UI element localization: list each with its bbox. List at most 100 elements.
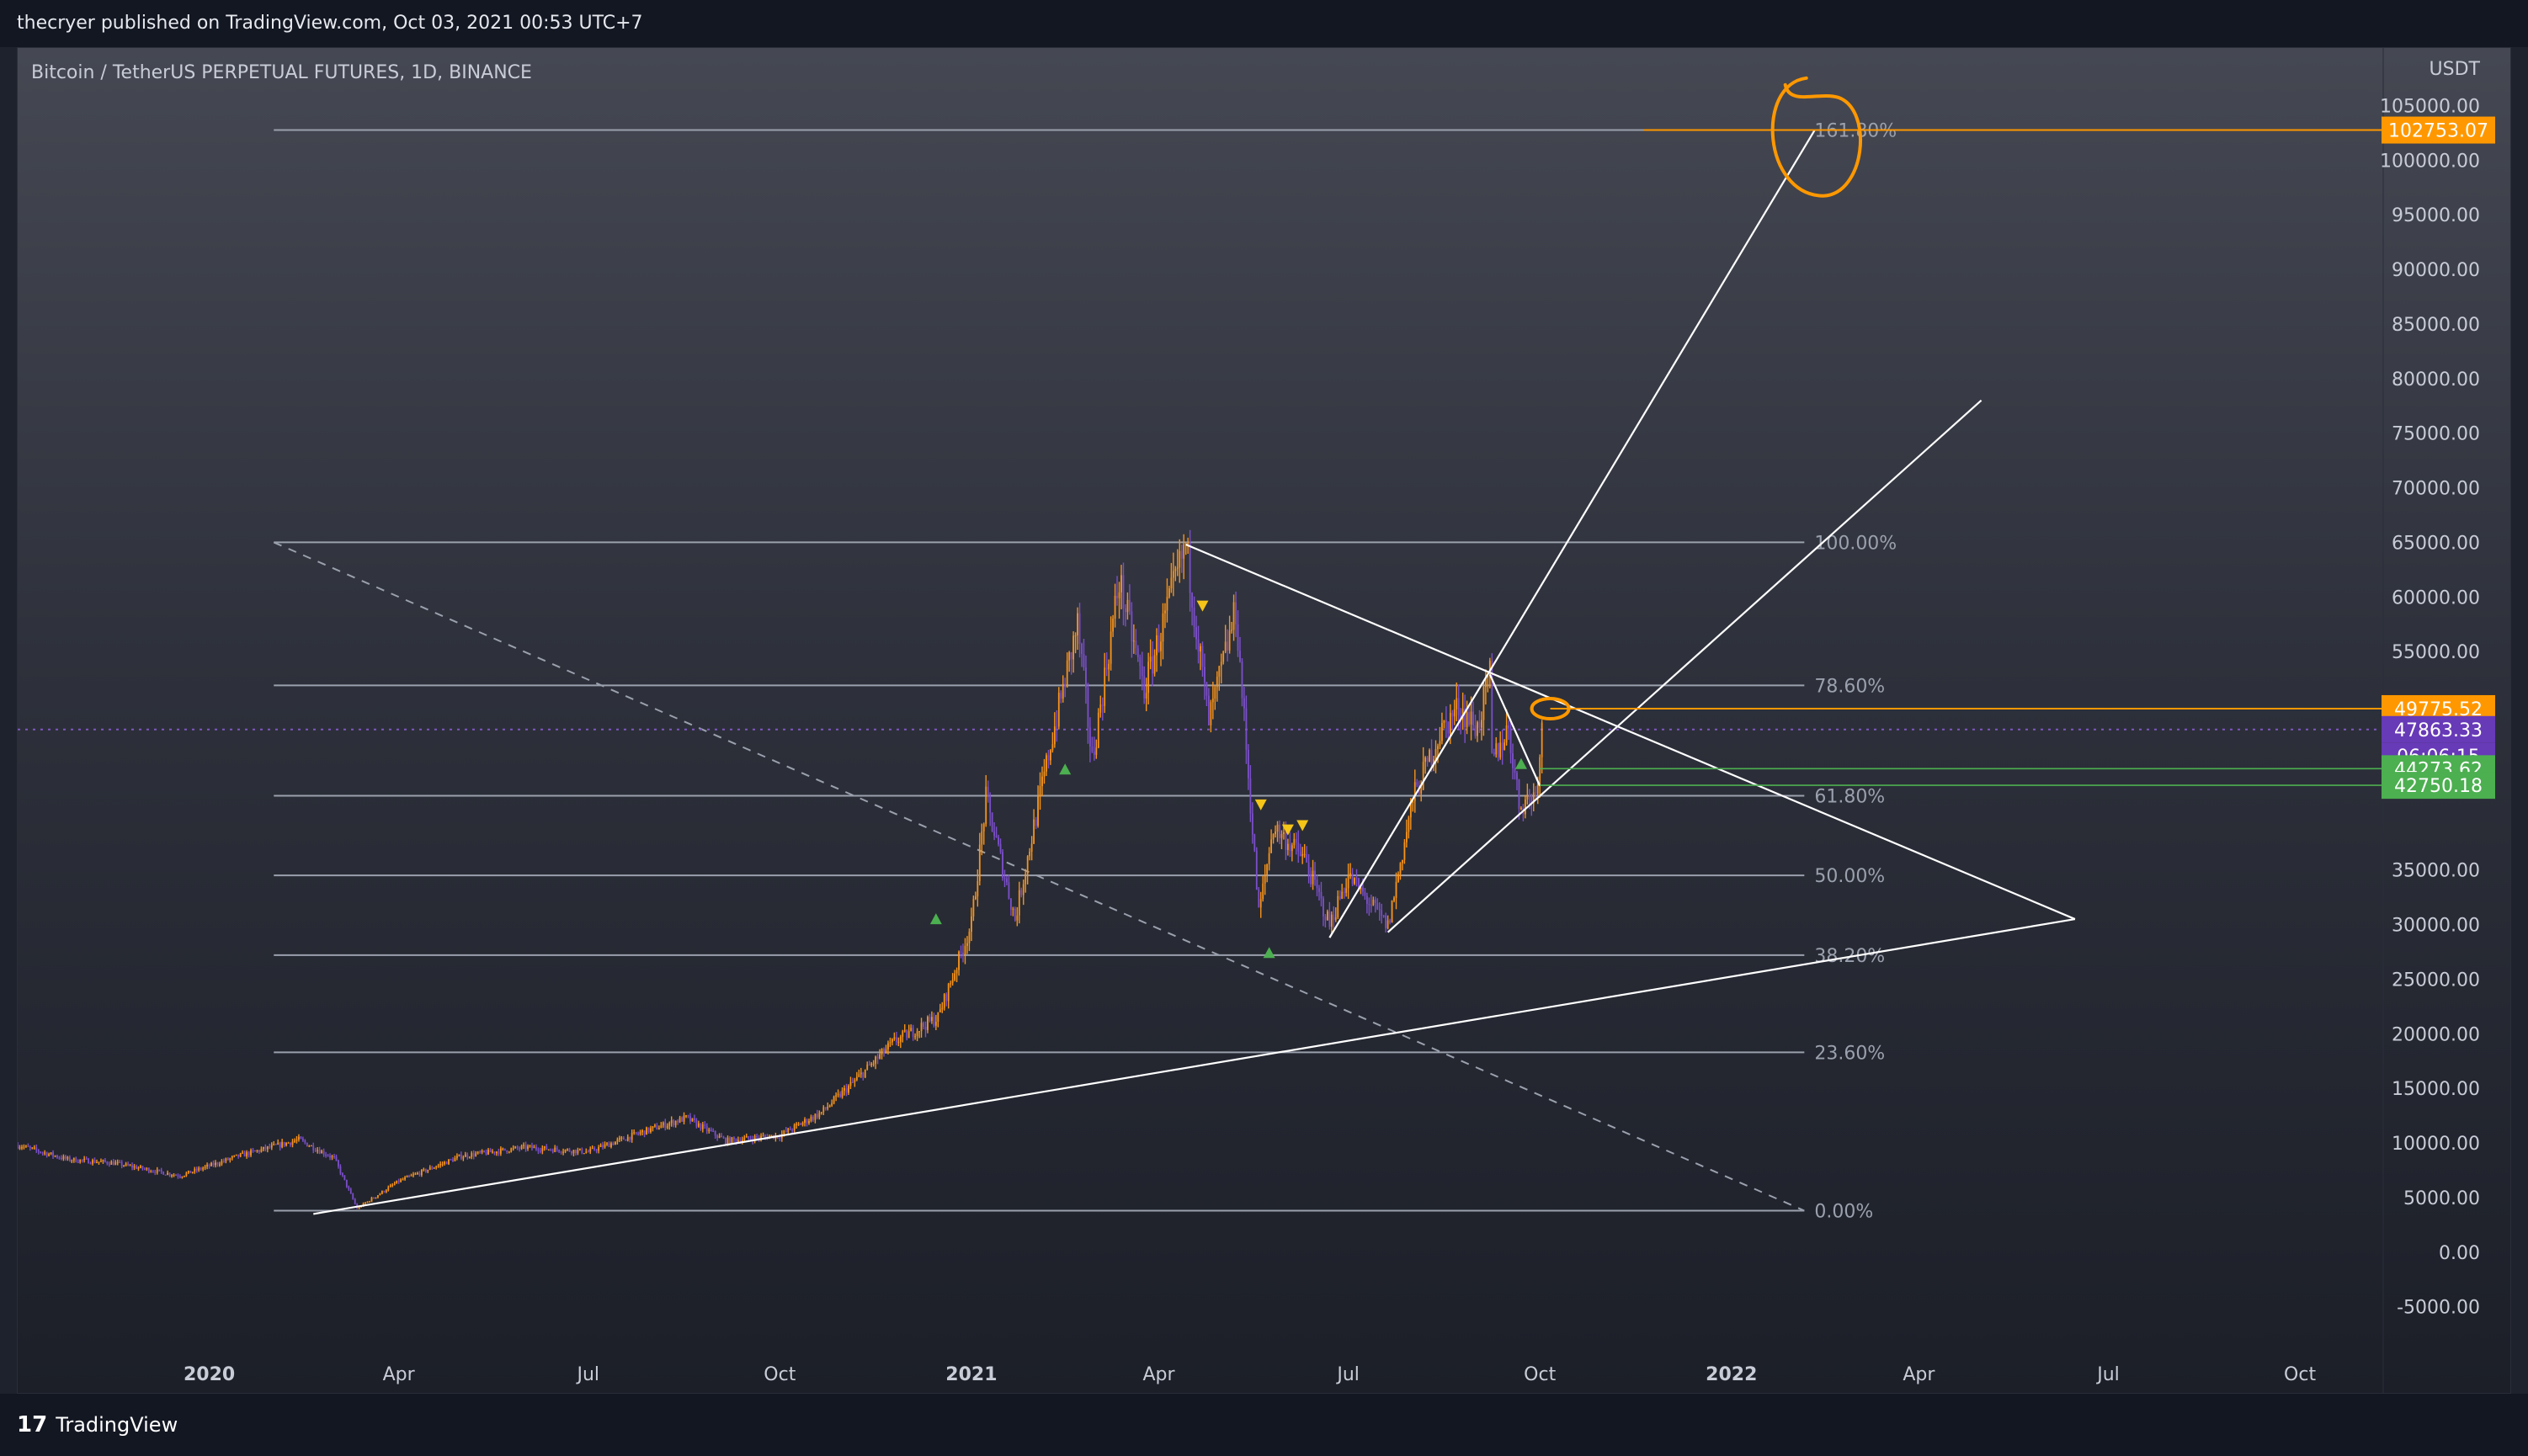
candle-body	[618, 1138, 620, 1140]
candle-body	[1072, 635, 1075, 660]
candle-body	[791, 1129, 794, 1132]
candle-body	[314, 1150, 317, 1151]
candle-body	[1057, 693, 1060, 727]
candle-body	[608, 1143, 610, 1147]
candle-body	[733, 1137, 735, 1140]
candle-body	[1014, 908, 1016, 921]
x-tick-label: Oct	[764, 1364, 796, 1385]
candle-body	[274, 1144, 277, 1145]
candle-body	[352, 1193, 354, 1199]
footer-bar: 17 TradingView	[0, 1394, 2528, 1456]
signal-up-4	[1263, 947, 1275, 959]
candle-body	[514, 1146, 517, 1148]
candle-body	[136, 1166, 137, 1169]
y-tick-label: 80000.00	[2392, 369, 2480, 391]
candle-body	[62, 1156, 65, 1160]
candle-body	[1249, 778, 1252, 814]
candle-body	[937, 1012, 939, 1022]
candle-body	[1451, 712, 1454, 717]
candle-body	[924, 1026, 927, 1030]
candle-body	[1505, 725, 1508, 743]
candle-body	[1276, 824, 1279, 832]
candle-body	[519, 1148, 521, 1150]
candle-body	[1270, 839, 1273, 853]
candle-body	[1447, 721, 1450, 734]
candle-body	[496, 1151, 498, 1154]
candle-body	[1068, 652, 1071, 661]
candle-body	[1468, 712, 1470, 725]
candle-body	[1449, 712, 1451, 734]
candle-body	[1351, 873, 1354, 885]
candle-body	[1053, 726, 1056, 745]
candle-body	[885, 1049, 887, 1054]
candle-body	[498, 1151, 500, 1154]
y-tick-label: 0.00	[2439, 1243, 2480, 1264]
candle-body	[1320, 891, 1323, 899]
candle-body	[52, 1152, 54, 1156]
candle-body	[679, 1117, 681, 1123]
candle-body	[212, 1162, 215, 1166]
candle-body	[1077, 613, 1078, 635]
candle-body	[1364, 891, 1366, 896]
candle-body	[943, 994, 945, 1008]
candle-body	[991, 812, 993, 832]
candle-body	[1237, 624, 1239, 651]
candle-body	[61, 1157, 62, 1160]
candle-body	[1280, 833, 1283, 838]
candle-body	[748, 1136, 750, 1139]
chart-frame[interactable]: Bitcoin / TetherUS PERPETUAL FUTURES, 1D…	[17, 47, 2511, 1394]
x-axis: 2020 Apr Jul Oct 2021 Apr Jul Oct 2022 Apr Jul Oct	[184, 1364, 2316, 1385]
candle-body	[1170, 577, 1173, 589]
candle-body	[1501, 742, 1503, 751]
x-tick-label: Jul	[1335, 1364, 1360, 1385]
candle-body	[204, 1166, 206, 1168]
candle-body	[72, 1157, 75, 1161]
candle-body	[221, 1161, 223, 1165]
candle-body	[318, 1150, 321, 1154]
candle-body	[1358, 878, 1360, 890]
candle-body	[562, 1151, 564, 1153]
candle-body	[98, 1161, 100, 1163]
candle-body	[129, 1165, 131, 1166]
candle-body	[479, 1151, 482, 1153]
candle-body	[1518, 779, 1520, 810]
candle-body	[753, 1135, 756, 1141]
tradingview-logo[interactable]: 17 TradingView	[17, 1412, 178, 1437]
candle-body	[968, 932, 971, 943]
candle-body	[1409, 803, 1412, 818]
candle-body	[931, 1017, 933, 1022]
candle-body	[664, 1122, 667, 1129]
y-axis-currency: USDT	[2430, 59, 2481, 80]
price-chart[interactable]: Bitcoin / TetherUS PERPETUAL FUTURES, 1D…	[18, 48, 2510, 1393]
candle-body	[964, 945, 966, 955]
candle-body	[404, 1177, 406, 1180]
price-tag-bg	[2382, 715, 2495, 743]
candle-body	[1360, 887, 1362, 890]
candle-body	[387, 1187, 390, 1191]
candle-body	[1255, 850, 1258, 890]
candle-body	[687, 1115, 689, 1117]
publisher-text: thecryer published on TradingView.com, O…	[17, 13, 643, 34]
candle-body	[254, 1150, 256, 1152]
candle-body	[1125, 608, 1126, 613]
candle-body	[389, 1185, 391, 1188]
candle-body	[64, 1156, 67, 1159]
candle-body	[1343, 891, 1345, 893]
candle-body	[1126, 599, 1129, 613]
candle-body	[1293, 838, 1296, 846]
candle-body	[1422, 762, 1424, 790]
candle-body	[68, 1156, 71, 1161]
candle-body	[1200, 646, 1201, 652]
candle-body	[1464, 709, 1466, 727]
candle-body	[454, 1157, 456, 1161]
candle-body	[383, 1191, 386, 1193]
candle-body	[862, 1072, 865, 1078]
candle-body	[1472, 711, 1474, 725]
signal-down-3	[1254, 799, 1267, 810]
candle-body	[1297, 842, 1300, 852]
candle-body	[1012, 908, 1014, 910]
candle-body	[1258, 890, 1260, 908]
candle-body	[1541, 722, 1543, 757]
candle-body	[198, 1167, 200, 1171]
y-tick-label: -5000.00	[2397, 1298, 2480, 1319]
